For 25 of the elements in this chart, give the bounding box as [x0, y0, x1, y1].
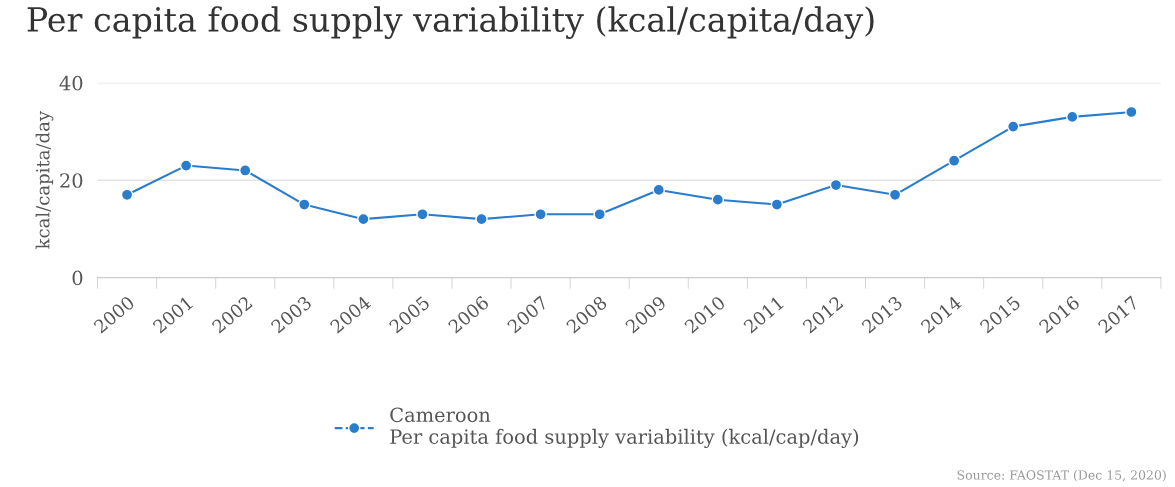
point	[298, 198, 311, 211]
point	[770, 198, 784, 211]
point	[888, 188, 902, 202]
chart-title: Per capita food supply variability (kcal/capita/day)	[27, 6, 874, 39]
y-tick-label: 0	[72, 270, 83, 286]
point	[534, 208, 547, 221]
point	[475, 212, 488, 226]
point	[1006, 120, 1020, 133]
point	[1125, 105, 1138, 119]
point	[179, 159, 193, 172]
y-tick-label: 20	[60, 173, 83, 188]
source-note: Source: FAOSTAT (Dec 15, 2020)	[957, 470, 1166, 482]
y-axis-title: kcal/capita/day	[35, 110, 54, 249]
y-tick-label: 40	[59, 75, 83, 91]
point	[947, 154, 961, 167]
point	[120, 188, 134, 202]
point	[238, 164, 252, 177]
point	[357, 212, 370, 226]
point	[711, 193, 725, 206]
point	[829, 178, 843, 192]
legend-label: Cameroon Per capita food supply variability (kcal/cap/day)	[390, 407, 859, 448]
point	[416, 208, 429, 221]
point	[593, 208, 606, 221]
point	[1066, 110, 1079, 124]
point	[652, 183, 666, 197]
